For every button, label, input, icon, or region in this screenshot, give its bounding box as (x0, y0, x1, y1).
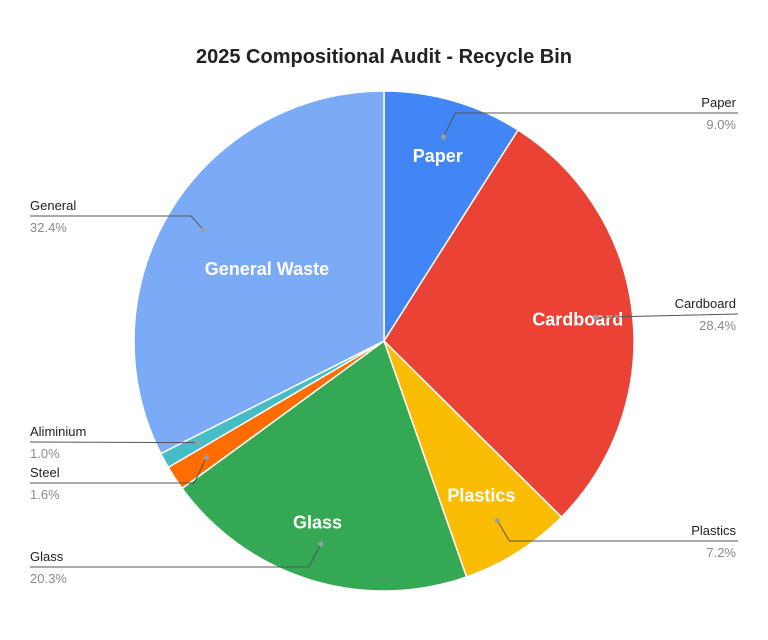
slice-label-cardboard: Cardboard (532, 309, 623, 329)
callout-name-cardboard: Cardboard (675, 296, 736, 311)
pie-slice-paper (383, 90, 520, 344)
callout-line-aliminium (29, 441, 198, 444)
callout-general-waste: General 32.4% (30, 198, 206, 235)
callout-percent-aliminium: 1.0% (30, 446, 60, 461)
pie-slice-general-waste (133, 90, 385, 455)
slice-label-paper: Paper (413, 146, 463, 166)
callout-percent-plastics: 7.2% (706, 545, 736, 560)
callout-plastics: Plastics 7.2% (494, 518, 738, 560)
callout-percent-cardboard: 28.4% (699, 318, 736, 333)
callout-paper: Paper 9.0% (440, 95, 738, 140)
callout-name-steel: Steel (30, 465, 60, 480)
callout-dot-glass (318, 541, 324, 547)
callout-name-glass: Glass (30, 549, 64, 564)
callout-dot-cardboard (592, 314, 598, 320)
pie-slice-cardboard (383, 128, 635, 519)
callout-line-general-waste (30, 215, 204, 230)
callout-name-general-waste: General (30, 198, 76, 213)
callout-line-glass (30, 543, 322, 568)
callout-name-paper: Paper (701, 95, 736, 110)
slice-label-glass: Glass (293, 512, 342, 532)
callout-percent-paper: 9.0% (706, 117, 736, 132)
callout-percent-steel: 1.6% (30, 487, 60, 502)
pie-slice-plastics (383, 340, 563, 578)
slice-label-general-waste: General Waste (205, 259, 329, 279)
callout-name-aliminium: Aliminium (30, 424, 86, 439)
callout-name-plastics: Plastics (691, 523, 736, 538)
callout-line-steel (30, 457, 207, 484)
slice-label-plastics: Plastics (447, 485, 515, 505)
chart-title: 2025 Compositional Audit - Recycle Bin (195, 46, 572, 68)
callout-dot-general-waste (200, 227, 206, 233)
callout-steel: Steel 1.6% (30, 454, 209, 502)
callout-percent-general-waste: 32.4% (30, 220, 67, 235)
callout-line-plastics (496, 520, 738, 542)
callout-cardboard: Cardboard 28.4% (592, 296, 739, 333)
callout-line-cardboard (595, 313, 739, 318)
callout-aliminium: Aliminium 1.0% (29, 424, 200, 461)
callout-glass: Glass 20.3% (30, 541, 324, 586)
callout-dot-steel (203, 454, 209, 460)
callout-percent-glass: 20.3% (30, 571, 67, 586)
callout-line-paper (442, 112, 738, 138)
callout-dot-aliminium (194, 440, 200, 446)
callout-dot-paper (440, 134, 446, 140)
pie-slice-glass (181, 339, 468, 592)
callout-dot-plastics (494, 518, 500, 524)
